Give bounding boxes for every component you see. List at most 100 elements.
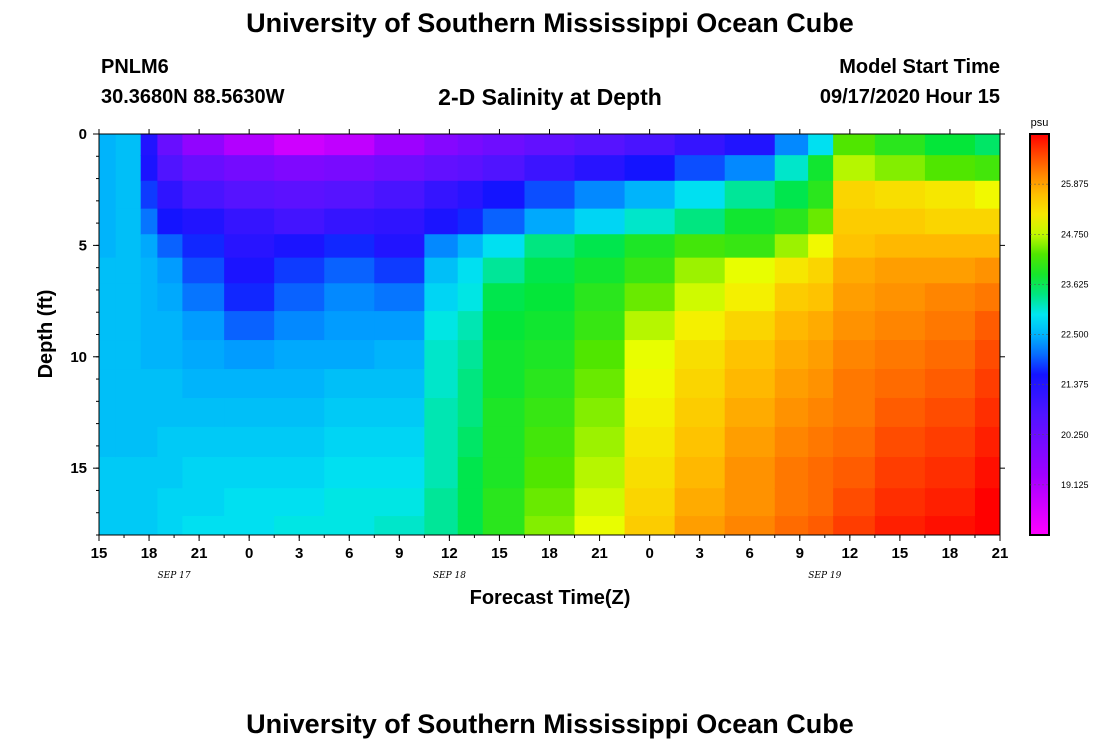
- x-tick-label: 9: [796, 545, 804, 562]
- heatmap-cell: [833, 426, 876, 458]
- heatmap-cell: [624, 134, 676, 156]
- heatmap-cell: [374, 180, 425, 210]
- heatmap-cell: [140, 155, 158, 182]
- heatmap-cell: [874, 340, 926, 370]
- heatmap-cell: [833, 488, 876, 517]
- heatmap-cell: [324, 488, 375, 517]
- heatmap-cell: [374, 134, 425, 156]
- heatmap-cell: [274, 457, 325, 489]
- heatmap-cell: [115, 155, 142, 182]
- heatmap-cell: [457, 426, 484, 458]
- heatmap-cell: [774, 234, 809, 259]
- heatmap-cell: [974, 488, 1000, 517]
- colorbar-unit: psu: [1031, 117, 1049, 129]
- x-axis-label: Forecast Time(Z): [470, 587, 631, 609]
- heatmap-cell: [457, 457, 484, 489]
- heatmap-cell: [457, 283, 484, 312]
- heatmap-cell: [924, 340, 976, 370]
- heatmap-cell: [808, 257, 834, 284]
- heatmap-cell: [808, 340, 834, 370]
- heatmap-cell: [808, 457, 834, 489]
- heatmap-cell: [524, 155, 576, 182]
- heatmap-cell: [99, 397, 117, 428]
- day-label: SEP 18: [433, 571, 466, 581]
- heatmap-cell: [808, 516, 834, 535]
- heatmap-cell: [924, 397, 976, 428]
- heatmap-cell: [574, 488, 626, 517]
- heatmap-cell: [274, 369, 325, 399]
- colorbar: 25.875 24.750 23.625 22.500 21.375 20.250 19.1…: [1029, 117, 1089, 536]
- x-tick-label: 3: [295, 545, 303, 562]
- heatmap-cell: [274, 180, 325, 210]
- heatmap-cell: [974, 155, 1000, 182]
- heatmap-cell: [808, 134, 834, 156]
- heatmap-cell: [99, 234, 117, 259]
- heatmap-cell: [724, 180, 776, 210]
- heatmap-cell: [374, 426, 425, 458]
- heatmap-cell: [624, 257, 676, 284]
- x-tick-label: 21: [191, 545, 208, 562]
- heatmap-cell: [457, 516, 484, 535]
- heatmap-cell: [774, 369, 809, 399]
- heatmap-cell: [115, 488, 142, 517]
- heatmap-cell: [324, 155, 375, 182]
- heatmap-cell: [974, 340, 1000, 370]
- heatmap-cell: [482, 208, 526, 235]
- heatmap-cell: [140, 234, 158, 259]
- heatmap-cell: [524, 208, 576, 235]
- heatmap-cell: [424, 257, 459, 284]
- heatmap-cell: [674, 155, 726, 182]
- heatmap-cell: [374, 283, 425, 312]
- heatmap-cell: [157, 397, 184, 428]
- heatmap-cell: [574, 311, 626, 341]
- heatmap-cell: [674, 234, 726, 259]
- heatmap-cell: [140, 311, 158, 341]
- heatmap-cell: [808, 488, 834, 517]
- heatmap-cell: [157, 208, 184, 235]
- x-tick-label: 0: [645, 545, 653, 562]
- heatmap-cell: [574, 234, 626, 259]
- heatmap-cell: [974, 397, 1000, 428]
- heatmap-cell: [808, 155, 834, 182]
- heatmap-cell: [157, 155, 184, 182]
- heatmap-cell: [674, 208, 726, 235]
- heatmap-cell: [482, 180, 526, 210]
- heatmap-cell: [724, 208, 776, 235]
- heatmap-cell: [424, 340, 459, 370]
- heatmap-cell: [924, 516, 976, 535]
- heatmap-cell: [182, 234, 225, 259]
- heatmap-cell: [574, 340, 626, 370]
- heatmap-cell: [99, 257, 117, 284]
- heatmap-cell: [324, 257, 375, 284]
- heatmap-cell: [224, 257, 275, 284]
- heatmap-cell: [482, 311, 526, 341]
- heatmap-cell: [115, 457, 142, 489]
- heatmap-cell: [974, 311, 1000, 341]
- heatmap-cell: [874, 457, 926, 489]
- heatmap-cell: [457, 397, 484, 428]
- colorbar-tick-label: 24.750: [1061, 229, 1089, 239]
- heatmap-cell: [724, 397, 776, 428]
- heatmap-cell: [524, 457, 576, 489]
- heatmap-cell: [774, 488, 809, 517]
- heatmap-cell: [624, 208, 676, 235]
- heatmap-cell: [482, 340, 526, 370]
- heatmap-cell: [724, 134, 776, 156]
- heatmap-cell: [974, 134, 1000, 156]
- plot-title: 2-D Salinity at Depth: [438, 84, 662, 110]
- station-id: PNLM6: [101, 56, 169, 78]
- heatmap-cell: [99, 457, 117, 489]
- heatmap-cell: [833, 134, 876, 156]
- heatmap-cell: [115, 397, 142, 428]
- heatmap-cell: [324, 457, 375, 489]
- heatmap-cell: [624, 311, 676, 341]
- heatmap-cell: [424, 426, 459, 458]
- heatmap-cell: [182, 180, 225, 210]
- heatmap-cell: [274, 311, 325, 341]
- heatmap-cell: [774, 457, 809, 489]
- heatmap-cell: [99, 208, 117, 235]
- colorbar-tick-label: 22.500: [1061, 330, 1089, 340]
- heatmap-cell: [274, 488, 325, 517]
- heatmap-cell: [224, 311, 275, 341]
